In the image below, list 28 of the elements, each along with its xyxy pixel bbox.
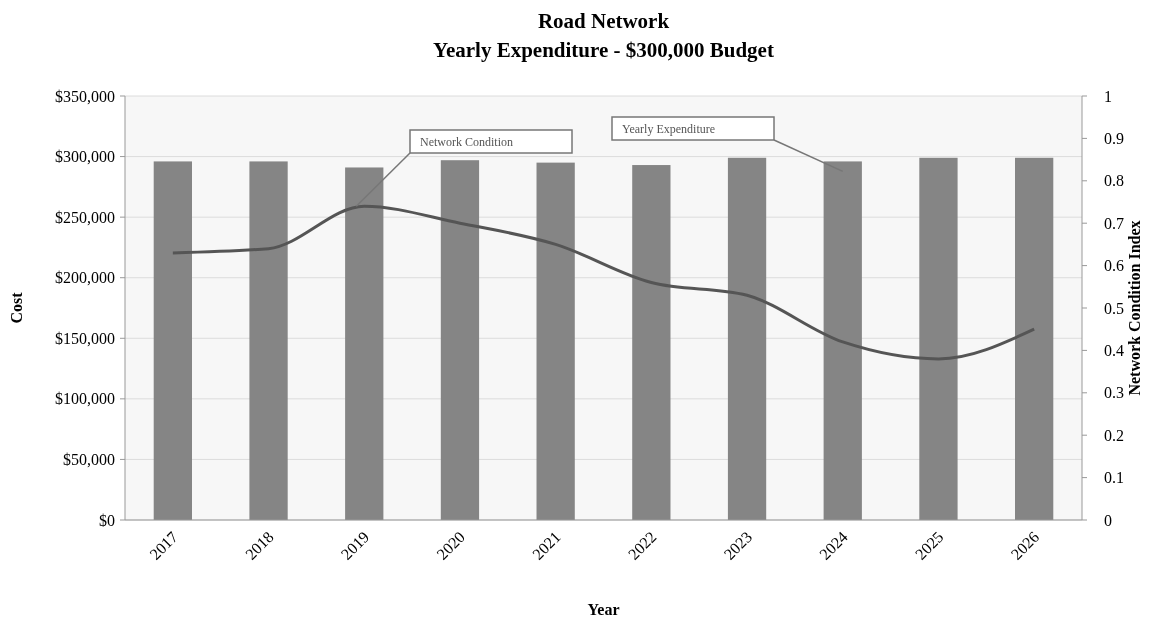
y2-tick-label: 0: [1104, 511, 1112, 529]
y-tick-label: $250,000: [55, 208, 115, 226]
chart-title: Road Network: [537, 9, 670, 33]
y2-axis-title: Network Condition Index: [1126, 220, 1143, 396]
chart-subtitle: Yearly Expenditure - $300,000 Budget: [433, 38, 774, 62]
y-tick-label: $50,000: [63, 451, 115, 469]
y-tick-label: $300,000: [55, 148, 115, 166]
y2-tick-label: 0.4: [1104, 342, 1124, 359]
callout-label: Network Condition: [355, 129, 573, 207]
y2-tick-label: 0.2: [1104, 426, 1124, 444]
line-series: [171, 204, 1036, 361]
y2-tick-label: 0.1: [1104, 469, 1124, 487]
x-axis-title: Year: [587, 601, 620, 618]
callout-label: Yearly Expenditure: [611, 116, 844, 173]
y2-tick-label: 0.3: [1104, 384, 1124, 402]
y-tick-label: $150,000: [55, 329, 115, 347]
x-tick-label: 2021: [529, 528, 564, 563]
y-tick-label: $350,000: [55, 87, 115, 105]
y2-tick-label: 0.6: [1104, 257, 1124, 275]
y2-tick-label: 0.5: [1104, 299, 1124, 317]
y-tick-label: $100,000: [55, 390, 115, 408]
y2-tick-label: 0.9: [1104, 130, 1124, 147]
y-axis-title: Cost: [8, 291, 25, 324]
y-tick-label: $0: [99, 511, 115, 529]
y2-tick-label: 0.8: [1104, 172, 1124, 190]
y2-tick-label: 0.7: [1104, 214, 1124, 232]
y-tick-label: $200,000: [55, 269, 115, 287]
y2-tick-label: 1: [1104, 87, 1112, 105]
